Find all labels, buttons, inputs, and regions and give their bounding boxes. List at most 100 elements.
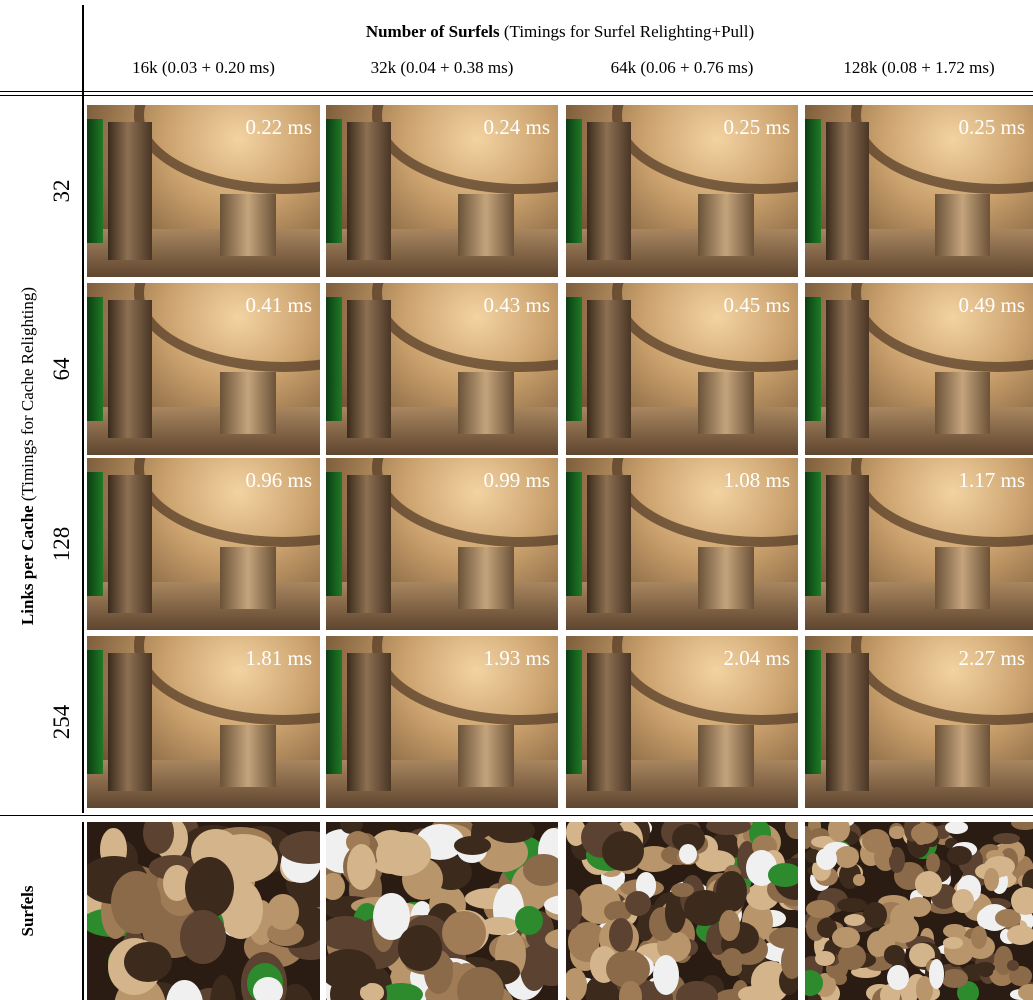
surfel <box>835 845 860 868</box>
surfel <box>942 937 964 949</box>
surfel <box>379 982 423 1000</box>
surfel <box>543 894 558 916</box>
column-header: 16k (0.03 + 0.20 ms) <box>132 58 275 77</box>
surfel <box>442 910 486 956</box>
surfel <box>944 838 959 849</box>
surfel <box>676 980 718 1000</box>
surfels-label: Surfels <box>18 885 37 937</box>
surfel <box>843 914 866 927</box>
surfel <box>1006 960 1019 972</box>
surfel <box>566 968 588 1000</box>
row-title: Links per Cache (Timings for Cache Relig… <box>18 287 38 625</box>
scene-part <box>107 653 153 791</box>
surfel <box>719 910 741 941</box>
surfel <box>944 822 969 835</box>
scene-part <box>326 118 343 243</box>
render-image: 0.49 ms <box>805 283 1033 455</box>
surfel <box>721 948 744 973</box>
scene-part <box>934 547 990 610</box>
scene-part <box>346 653 391 791</box>
timing-label: 0.24 ms <box>483 115 550 139</box>
scene-part <box>219 547 276 610</box>
surfel <box>785 822 798 839</box>
scene-part <box>87 471 104 596</box>
scene-part <box>698 547 754 610</box>
surfel <box>805 970 823 996</box>
scene-part <box>458 547 514 610</box>
surfel <box>995 909 1021 928</box>
surfel <box>914 871 942 897</box>
column-header: 32k (0.04 + 0.38 ms) <box>370 58 514 77</box>
surfel <box>653 955 680 996</box>
surfel <box>971 926 988 950</box>
timing-label: 0.45 ms <box>723 293 790 317</box>
surfel <box>523 854 558 886</box>
title-rest: (Timings for Cache Relighting) <box>18 286 37 502</box>
vertical-rule <box>82 5 84 813</box>
timing-label: 0.99 ms <box>483 468 550 492</box>
render-image: 0.45 ms <box>566 283 798 455</box>
surfel <box>346 844 376 890</box>
surfel <box>123 941 173 983</box>
scene-part <box>107 475 153 613</box>
scene-part <box>346 475 391 613</box>
surfel <box>111 870 161 935</box>
render-image: 0.41 ms <box>87 283 320 455</box>
scene-part <box>825 300 869 438</box>
scene-part <box>458 372 514 435</box>
surfel <box>863 902 887 929</box>
scene-part <box>586 122 631 260</box>
surfel <box>166 980 203 1000</box>
surfel <box>836 897 867 912</box>
scene-part <box>698 372 754 435</box>
surfel <box>714 989 753 1000</box>
surfel <box>838 943 866 971</box>
scene-part <box>87 296 104 421</box>
surfel <box>890 903 914 932</box>
surfel <box>185 988 232 1000</box>
surfel <box>185 856 235 918</box>
scene-part <box>219 725 276 788</box>
surfel <box>946 845 973 866</box>
surfel <box>340 822 363 834</box>
render-image: 0.43 ms <box>326 283 558 455</box>
scene-part <box>107 300 153 438</box>
surfel <box>883 945 906 965</box>
surfel <box>832 926 860 948</box>
scene-part <box>458 194 514 257</box>
surfel <box>878 838 892 861</box>
scene-part <box>586 300 631 438</box>
scene-part <box>87 118 104 243</box>
surfel <box>984 868 999 891</box>
scene-part <box>346 300 391 438</box>
scene-part <box>825 653 869 791</box>
scene-part <box>805 296 821 421</box>
row-label: 254 <box>49 704 74 740</box>
surfel <box>915 976 933 1000</box>
surfel <box>935 834 953 845</box>
surfel <box>928 958 945 989</box>
surfel <box>888 846 905 874</box>
scene-part <box>805 118 821 243</box>
scene-part <box>805 471 821 596</box>
scene-part <box>566 471 583 596</box>
render-image: 2.04 ms <box>566 636 798 808</box>
scene-part <box>825 122 869 260</box>
surfel <box>768 863 798 887</box>
scene-part <box>566 118 583 243</box>
timing-label: 1.08 ms <box>723 468 790 492</box>
render-image: 0.25 ms <box>805 105 1033 277</box>
render-image: 0.96 ms <box>87 458 320 630</box>
surfel <box>992 833 1021 845</box>
surfel <box>678 843 697 865</box>
timing-label: 2.27 ms <box>958 646 1025 670</box>
timing-label: 1.93 ms <box>483 646 550 670</box>
surfel <box>376 831 432 877</box>
row-label: 128 <box>49 526 74 562</box>
render-image: 0.24 ms <box>326 105 558 277</box>
surfel <box>544 927 558 951</box>
surfel <box>180 909 227 964</box>
timing-label: 1.81 ms <box>245 646 312 670</box>
timing-label: 0.96 ms <box>245 468 312 492</box>
